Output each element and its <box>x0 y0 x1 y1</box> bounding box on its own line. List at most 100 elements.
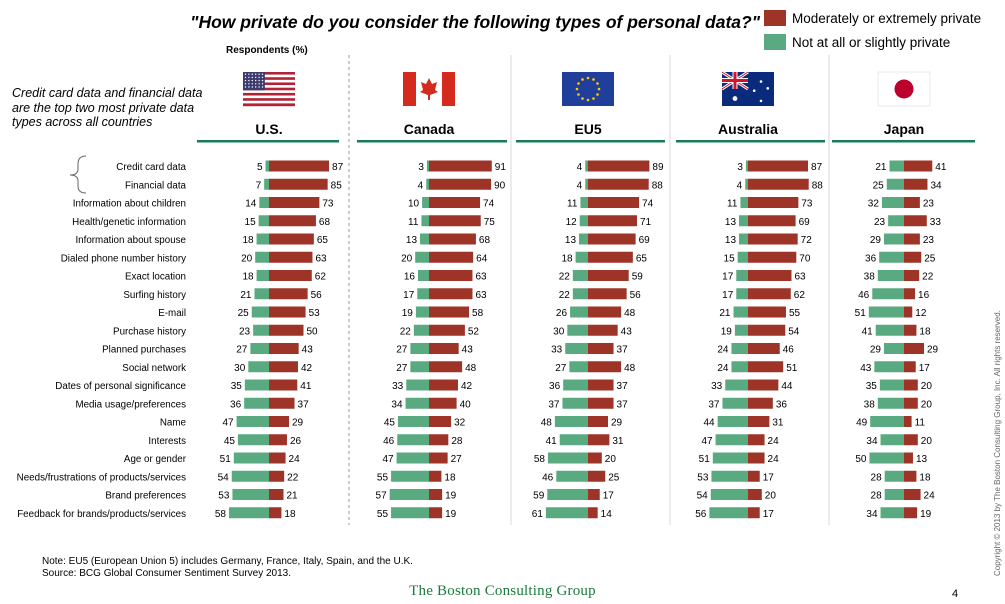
bar-private <box>748 178 809 190</box>
data-label-private: 17 <box>763 472 775 483</box>
flag-star <box>248 73 250 75</box>
data-label-not-private: 44 <box>704 418 716 429</box>
data-label-private: 51 <box>786 363 798 374</box>
bar-private <box>748 507 760 519</box>
data-label-not-private: 61 <box>532 509 544 520</box>
flag-stripe <box>243 85 295 88</box>
flag-star <box>244 83 247 85</box>
data-label-private: 85 <box>331 180 343 191</box>
data-label-not-private: 26 <box>556 308 568 319</box>
data-label-private: 34 <box>930 180 942 191</box>
data-label-not-private: 13 <box>725 217 737 228</box>
flag-star <box>261 83 264 85</box>
data-label-not-private: 54 <box>697 491 709 502</box>
flag-star <box>244 73 247 75</box>
data-label-private: 88 <box>652 180 664 191</box>
data-label-private: 43 <box>462 345 474 356</box>
data-label-not-private: 24 <box>717 345 729 356</box>
bar-private <box>588 233 636 245</box>
data-label-private: 53 <box>309 308 321 319</box>
bar-private <box>269 397 295 409</box>
bar-not-private <box>868 306 904 318</box>
data-label-private: 22 <box>287 472 299 483</box>
bar-private <box>588 489 600 500</box>
flag-stripe <box>243 79 295 83</box>
bar-private <box>429 160 492 172</box>
bar-not-private <box>880 434 904 446</box>
data-label-private: 70 <box>799 253 811 264</box>
data-label-private: 63 <box>315 253 327 264</box>
bar-private <box>588 361 622 373</box>
data-label-not-private: 34 <box>866 509 878 520</box>
data-label-private: 72 <box>801 235 813 246</box>
flag-star <box>248 76 250 79</box>
bar-private <box>904 379 918 391</box>
data-label-not-private: 13 <box>565 235 577 246</box>
bar-private <box>748 233 798 245</box>
category-label: Needs/frustrations of products/services <box>17 472 186 483</box>
bar-not-private <box>733 306 748 318</box>
data-label-private: 91 <box>495 162 507 173</box>
data-label-not-private: 58 <box>534 454 546 465</box>
category-label: Information about children <box>73 199 186 210</box>
bar-private <box>904 507 918 519</box>
bar-not-private <box>709 507 748 519</box>
category-label: Brand preferences <box>105 491 186 502</box>
data-label-private: 33 <box>930 217 942 228</box>
bar-private <box>269 452 286 464</box>
flag-star <box>752 89 756 92</box>
bar-private <box>904 306 913 318</box>
bar-private <box>429 379 458 391</box>
legend-label-private: Moderately or extremely private <box>792 10 982 26</box>
category-label: Dialed phone number history <box>61 253 186 264</box>
flag-star <box>581 78 584 81</box>
bar-not-private <box>736 270 748 281</box>
data-label-private: 20 <box>605 454 617 465</box>
data-label-private: 19 <box>445 491 457 502</box>
flag-star <box>258 83 260 85</box>
bar-not-private <box>736 288 748 300</box>
data-label-not-private: 20 <box>241 253 253 264</box>
data-label-not-private: 34 <box>391 399 403 410</box>
data-label-not-private: 55 <box>377 472 389 483</box>
bar-private <box>269 379 298 391</box>
data-label-not-private: 58 <box>215 509 227 520</box>
data-label-private: 55 <box>789 308 801 319</box>
data-label-private: 19 <box>445 509 457 520</box>
legend-swatch-private <box>764 10 786 26</box>
bar-not-private <box>739 215 748 227</box>
data-label-private: 20 <box>921 381 933 392</box>
data-label-private: 18 <box>284 509 296 520</box>
data-label-private: 68 <box>479 235 491 246</box>
data-label-not-private: 35 <box>231 381 243 392</box>
category-label: Social network <box>122 363 186 374</box>
data-label-not-private: 15 <box>245 217 257 228</box>
bar-not-private <box>405 397 429 409</box>
data-label-not-private: 33 <box>711 381 723 392</box>
flag-star <box>261 86 264 88</box>
flag-star <box>251 76 253 79</box>
data-label-not-private: 12 <box>566 217 578 228</box>
bar-not-private <box>228 507 269 519</box>
data-label-private: 23 <box>923 235 935 246</box>
bar-private <box>904 251 922 263</box>
bar-private <box>588 251 633 263</box>
bar-private <box>429 233 476 245</box>
bar-not-private <box>547 489 588 500</box>
data-label-not-private: 27 <box>555 363 567 374</box>
data-label-not-private: 53 <box>697 472 709 483</box>
data-label-not-private: 4 <box>577 162 583 173</box>
data-label-private: 58 <box>472 308 484 319</box>
data-label-private: 62 <box>794 290 806 301</box>
bar-private <box>748 470 760 482</box>
flag-star <box>261 79 264 82</box>
bar-private <box>269 251 313 263</box>
bar-private <box>269 197 320 208</box>
data-label-private: 24 <box>289 454 301 465</box>
bar-not-private <box>745 178 748 190</box>
data-label-private: 11 <box>915 418 926 429</box>
bar-not-private <box>417 288 429 300</box>
data-label-not-private: 49 <box>856 418 868 429</box>
bar-not-private <box>712 452 748 464</box>
data-label-private: 37 <box>617 345 629 356</box>
